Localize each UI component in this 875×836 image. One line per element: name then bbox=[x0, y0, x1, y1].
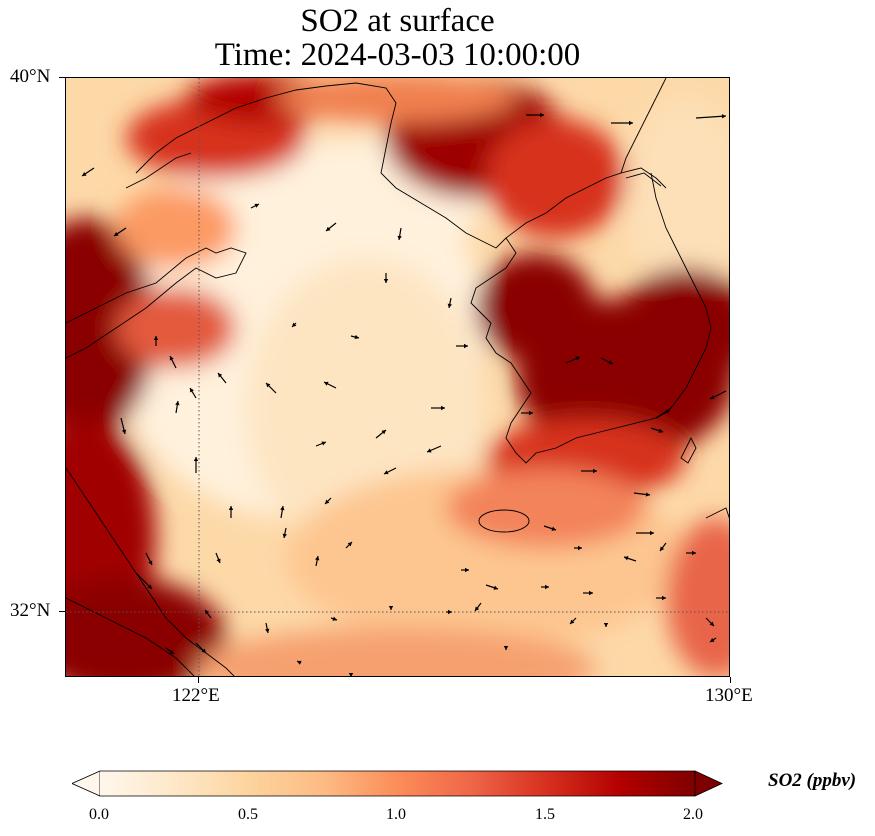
wind-arrow-head bbox=[710, 637, 715, 642]
wind-arrow-head bbox=[193, 457, 199, 461]
colorbar-extend-max bbox=[694, 770, 723, 797]
wind-arrow-head bbox=[347, 542, 352, 547]
title-line-2: Time: 2024-03-03 10:00:00 bbox=[214, 37, 581, 73]
wind-arrow-head bbox=[384, 470, 389, 475]
wind-arrow-head bbox=[624, 556, 629, 561]
wind-arrow-head bbox=[153, 336, 159, 340]
wind-arrow-head bbox=[603, 623, 609, 627]
map-title: SO2 at surface Time: 2024-03-03 10:00:00 bbox=[65, 4, 730, 72]
wind-arrow-head bbox=[175, 401, 180, 406]
lat-tick-40n bbox=[59, 77, 65, 78]
wind-arrow-head bbox=[315, 556, 320, 561]
coastline-lines bbox=[66, 78, 729, 676]
wind-arrow-head bbox=[503, 646, 509, 650]
colorbar-tick-3: 1.5 bbox=[535, 806, 555, 823]
wind-arrow-head bbox=[447, 303, 452, 308]
wind-arrow-head bbox=[147, 584, 152, 589]
wind-arrow-head bbox=[658, 428, 663, 433]
lat-label-40n: 40°N bbox=[10, 66, 51, 87]
wind-arrow-head bbox=[121, 429, 127, 434]
wind-arrow-head bbox=[570, 619, 575, 624]
wind-arrow-head bbox=[292, 322, 297, 327]
wind-arrow-head bbox=[282, 533, 287, 538]
lon-label-122e: 122°E bbox=[172, 685, 220, 706]
wind-arrow-head bbox=[354, 334, 359, 340]
wind-arrow-head bbox=[545, 584, 549, 590]
wind-arrow-head bbox=[709, 621, 714, 626]
lon-tick-130e bbox=[730, 677, 731, 683]
map-panel[interactable] bbox=[65, 77, 730, 677]
wind-arrow-head bbox=[721, 114, 726, 119]
wind-arrow-head bbox=[169, 649, 174, 654]
lon-label-130e: 130°E bbox=[705, 685, 753, 706]
wind-arrow-head bbox=[321, 441, 326, 446]
wind-arrow-head bbox=[493, 585, 498, 590]
wind-vectors bbox=[81, 112, 727, 676]
wind-arrow-head bbox=[441, 405, 445, 411]
wind-arrow-head bbox=[381, 430, 386, 435]
wind-arrow-head bbox=[228, 506, 234, 510]
so2-concentration-field bbox=[66, 78, 729, 676]
wind-arrow-head bbox=[665, 410, 670, 414]
colorbar-body bbox=[100, 771, 695, 796]
wind-arrow-head bbox=[297, 660, 302, 665]
wind-arrow-head bbox=[529, 410, 533, 416]
wind-arrow-head bbox=[388, 606, 394, 610]
wind-arrow-head bbox=[383, 279, 389, 283]
wind-arrow-head bbox=[608, 360, 613, 365]
wind-arrow-head bbox=[662, 595, 666, 601]
wind-arrow-head bbox=[589, 590, 593, 596]
wind-arrow-head bbox=[265, 628, 270, 633]
wind-arrow-head bbox=[254, 203, 259, 208]
wind-arrow-head bbox=[448, 609, 452, 615]
wind-arrow-head bbox=[629, 120, 633, 126]
wind-arrow-head bbox=[593, 468, 597, 474]
wind-arrow-head bbox=[205, 610, 210, 615]
wind-arrow-head bbox=[464, 343, 468, 349]
wind-arrow bbox=[695, 115, 727, 119]
colorbar-tick-4: 2.0 bbox=[683, 806, 703, 823]
wind-arrow-head bbox=[324, 381, 329, 386]
wind-arrow-head bbox=[710, 395, 715, 400]
wind-arrow-head bbox=[348, 673, 354, 676]
wind-arrow-head bbox=[475, 606, 480, 611]
wind-arrow-head bbox=[397, 235, 402, 240]
wind-arrow-head bbox=[169, 356, 174, 361]
colorbar-tick-2: 1.0 bbox=[386, 806, 406, 823]
wind-arrow-head bbox=[551, 526, 556, 531]
wind-arrow-head bbox=[427, 448, 432, 453]
wind-arrow-head bbox=[645, 492, 650, 497]
wind-arrow-head bbox=[540, 112, 544, 118]
wind-arrow-head bbox=[325, 499, 330, 504]
lon-tick-122e bbox=[198, 677, 199, 683]
so2-field-map bbox=[66, 78, 729, 676]
wind-arrow-head bbox=[190, 388, 194, 393]
wind-arrow-head bbox=[114, 231, 119, 236]
colorbar-extend-min bbox=[72, 770, 101, 797]
wind-arrow-head bbox=[660, 546, 665, 551]
colorbar-tick-0: 0.0 bbox=[89, 806, 109, 823]
colorbar bbox=[72, 770, 723, 797]
colorbar-label: SO2 (ppbv) bbox=[768, 770, 857, 791]
title-line-1: SO2 at surface bbox=[300, 3, 495, 39]
wind-arrow-head bbox=[218, 373, 223, 378]
wind-arrow-head bbox=[578, 545, 582, 551]
wind-arrow-head bbox=[332, 616, 337, 621]
wind-arrow-head bbox=[575, 356, 580, 361]
wind-arrow-head bbox=[216, 558, 221, 563]
wind-arrow-head bbox=[82, 171, 87, 176]
lat-tick-32n bbox=[59, 611, 65, 612]
wind-arrow-head bbox=[326, 226, 331, 231]
wind-arrow-head bbox=[692, 550, 696, 556]
wind-arrow-head bbox=[650, 530, 654, 536]
wind-arrow-head bbox=[201, 648, 206, 653]
wind-arrow-head bbox=[266, 383, 271, 388]
lat-label-32n: 32°N bbox=[10, 600, 51, 621]
wind-arrow-head bbox=[280, 506, 285, 511]
wind-arrow-head bbox=[465, 567, 469, 573]
wind-arrow-head bbox=[148, 560, 153, 565]
colorbar-tick-1: 0.5 bbox=[238, 806, 258, 823]
